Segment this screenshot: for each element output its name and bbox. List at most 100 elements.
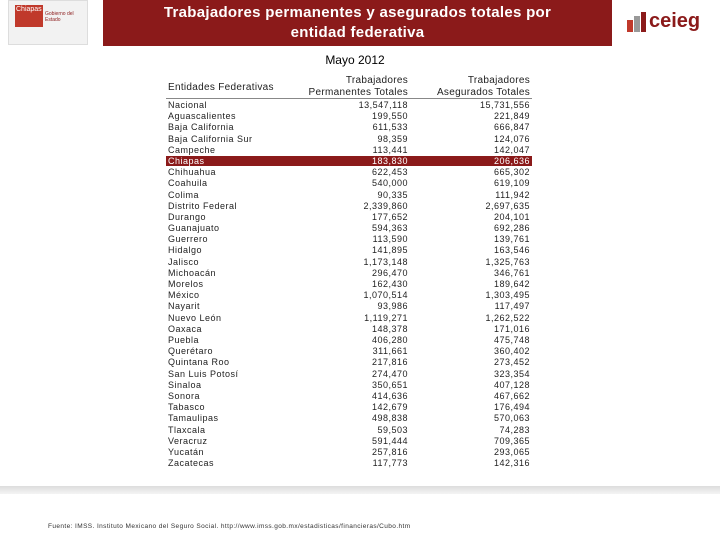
permanent-value: 296,470 bbox=[371, 267, 408, 278]
logo-icon bbox=[627, 12, 646, 32]
insured-value: 189,642 bbox=[493, 279, 530, 290]
insured-value: 407,128 bbox=[493, 379, 530, 390]
state-name: Nayarit bbox=[168, 301, 201, 312]
title-bar: Trabajadores permanentes y asegurados to… bbox=[103, 0, 612, 46]
insured-value: 692,286 bbox=[493, 223, 530, 234]
permanent-value: 59,503 bbox=[377, 424, 408, 435]
state-name: Jalisco bbox=[168, 256, 200, 267]
insured-value: 619,109 bbox=[493, 178, 530, 189]
source: Fuente: IMSS. Instituto Mexicano del Seg… bbox=[48, 523, 411, 530]
permanent-value: 311,661 bbox=[372, 346, 408, 357]
insured-value: 204,101 bbox=[493, 211, 530, 222]
insured-value: 709,365 bbox=[493, 435, 530, 446]
state-name: Veracruz bbox=[168, 435, 208, 446]
subtitle: Mayo 2012 bbox=[325, 53, 385, 67]
state-name: Chiapas bbox=[168, 155, 205, 166]
state-name: Sonora bbox=[168, 390, 201, 401]
permanent-value: 217,816 bbox=[371, 357, 408, 368]
state-name: Tlaxcala bbox=[168, 424, 206, 435]
footer-band bbox=[0, 486, 720, 494]
permanent-value: 177,652 bbox=[371, 211, 408, 222]
permanent-value: 1,119,271 bbox=[364, 312, 408, 323]
row-highlight bbox=[166, 156, 532, 167]
insured-value: 142,316 bbox=[493, 458, 530, 469]
permanent-value: 594,363 bbox=[371, 223, 408, 234]
permanent-value: 591,444 bbox=[371, 435, 408, 446]
insured-value: 142,047 bbox=[493, 144, 530, 155]
logo-text: ceieg bbox=[649, 10, 701, 32]
permanent-value: 350,651 bbox=[371, 379, 408, 390]
insured-value: 1,262,522 bbox=[485, 312, 530, 323]
column-header: Trabajadores Asegurados Totales bbox=[436, 75, 530, 98]
permanent-value: 113,590 bbox=[372, 234, 408, 245]
state-name: San Luis Potosí bbox=[168, 368, 239, 379]
column-header: Entidades Federativas bbox=[168, 82, 274, 93]
insured-value: 467,662 bbox=[493, 390, 530, 401]
permanent-value: 1,173,148 bbox=[363, 256, 408, 267]
insured-value: 665,302 bbox=[493, 167, 530, 178]
state-name: Nacional bbox=[168, 100, 208, 110]
state-name: Durango bbox=[168, 211, 207, 222]
state-name: Sinaloa bbox=[168, 379, 202, 390]
insured-value: 176,494 bbox=[493, 402, 530, 413]
permanent-value: 498,838 bbox=[371, 413, 408, 424]
permanent-value: 414,636 bbox=[371, 390, 408, 401]
state-name: Baja California bbox=[168, 122, 235, 133]
insured-value: 163,546 bbox=[493, 245, 530, 256]
permanent-value: 1,070,514 bbox=[363, 290, 408, 301]
insured-value: 74,283 bbox=[499, 424, 530, 435]
state-name: Puebla bbox=[168, 334, 200, 345]
state-name: Guerrero bbox=[168, 234, 209, 245]
column-header: Trabajadores Permanentes Totales bbox=[308, 75, 408, 98]
insured-value: 111,942 bbox=[495, 189, 530, 200]
state-name: Chihuahua bbox=[168, 167, 217, 178]
state-name: Nuevo León bbox=[168, 312, 222, 323]
logo-right: ceieg bbox=[625, 10, 710, 36]
insured-value: 346,761 bbox=[493, 267, 530, 278]
insured-value: 570,063 bbox=[493, 413, 530, 424]
permanent-value: 162,430 bbox=[371, 279, 408, 290]
insured-value: 360,402 bbox=[493, 346, 530, 357]
state-name: Colima bbox=[168, 189, 200, 200]
state-name: Distrito Federal bbox=[168, 200, 238, 211]
permanent-value: 148,378 bbox=[371, 323, 408, 334]
permanent-value: 113,441 bbox=[372, 144, 408, 155]
permanent-value: 183,830 bbox=[371, 155, 408, 166]
insured-value: 323,354 bbox=[493, 368, 530, 379]
state-name: Querétaro bbox=[168, 346, 214, 357]
insured-value: 124,076 bbox=[493, 133, 530, 144]
state-name: Hidalgo bbox=[168, 245, 203, 256]
insured-value: 475,748 bbox=[493, 334, 530, 345]
insured-value: 1,325,763 bbox=[485, 256, 530, 267]
state-name: Tabasco bbox=[168, 402, 206, 413]
permanent-value: 2,339,860 bbox=[363, 200, 408, 211]
insured-value: 221,849 bbox=[493, 111, 530, 122]
state-name: Michoacán bbox=[168, 267, 217, 278]
insured-value: 139,761 bbox=[493, 234, 530, 245]
permanent-value: 93,986 bbox=[377, 301, 408, 312]
insured-value: 2,697,635 bbox=[485, 200, 530, 211]
logo-sub: Gobierno del Estado bbox=[45, 11, 74, 23]
permanent-value: 142,679 bbox=[371, 402, 408, 413]
state-name: Yucatán bbox=[168, 446, 205, 457]
permanent-value: 90,335 bbox=[377, 189, 408, 200]
insured-value: 117,497 bbox=[494, 301, 530, 312]
insured-value: 171,016 bbox=[493, 323, 530, 334]
state-name: Coahuila bbox=[168, 178, 208, 189]
logo-mark: Chiapas bbox=[15, 5, 43, 27]
permanent-value: 257,816 bbox=[371, 446, 408, 457]
permanent-value: 141,895 bbox=[371, 245, 408, 256]
state-name: Baja California Sur bbox=[168, 133, 253, 144]
state-name: Aguascalientes bbox=[168, 111, 237, 122]
permanent-value: 13,547,118 bbox=[358, 100, 408, 110]
state-name: Oaxaca bbox=[168, 323, 203, 334]
logo-left: Chiapas Gobierno del Estado bbox=[8, 0, 88, 45]
permanent-value: 622,453 bbox=[371, 167, 408, 178]
state-name: Morelos bbox=[168, 279, 204, 290]
permanent-value: 274,470 bbox=[371, 368, 408, 379]
state-name: Quintana Roo bbox=[168, 357, 230, 368]
permanent-value: 406,280 bbox=[371, 334, 408, 345]
state-name: Zacatecas bbox=[168, 458, 215, 469]
state-name: México bbox=[168, 290, 200, 301]
